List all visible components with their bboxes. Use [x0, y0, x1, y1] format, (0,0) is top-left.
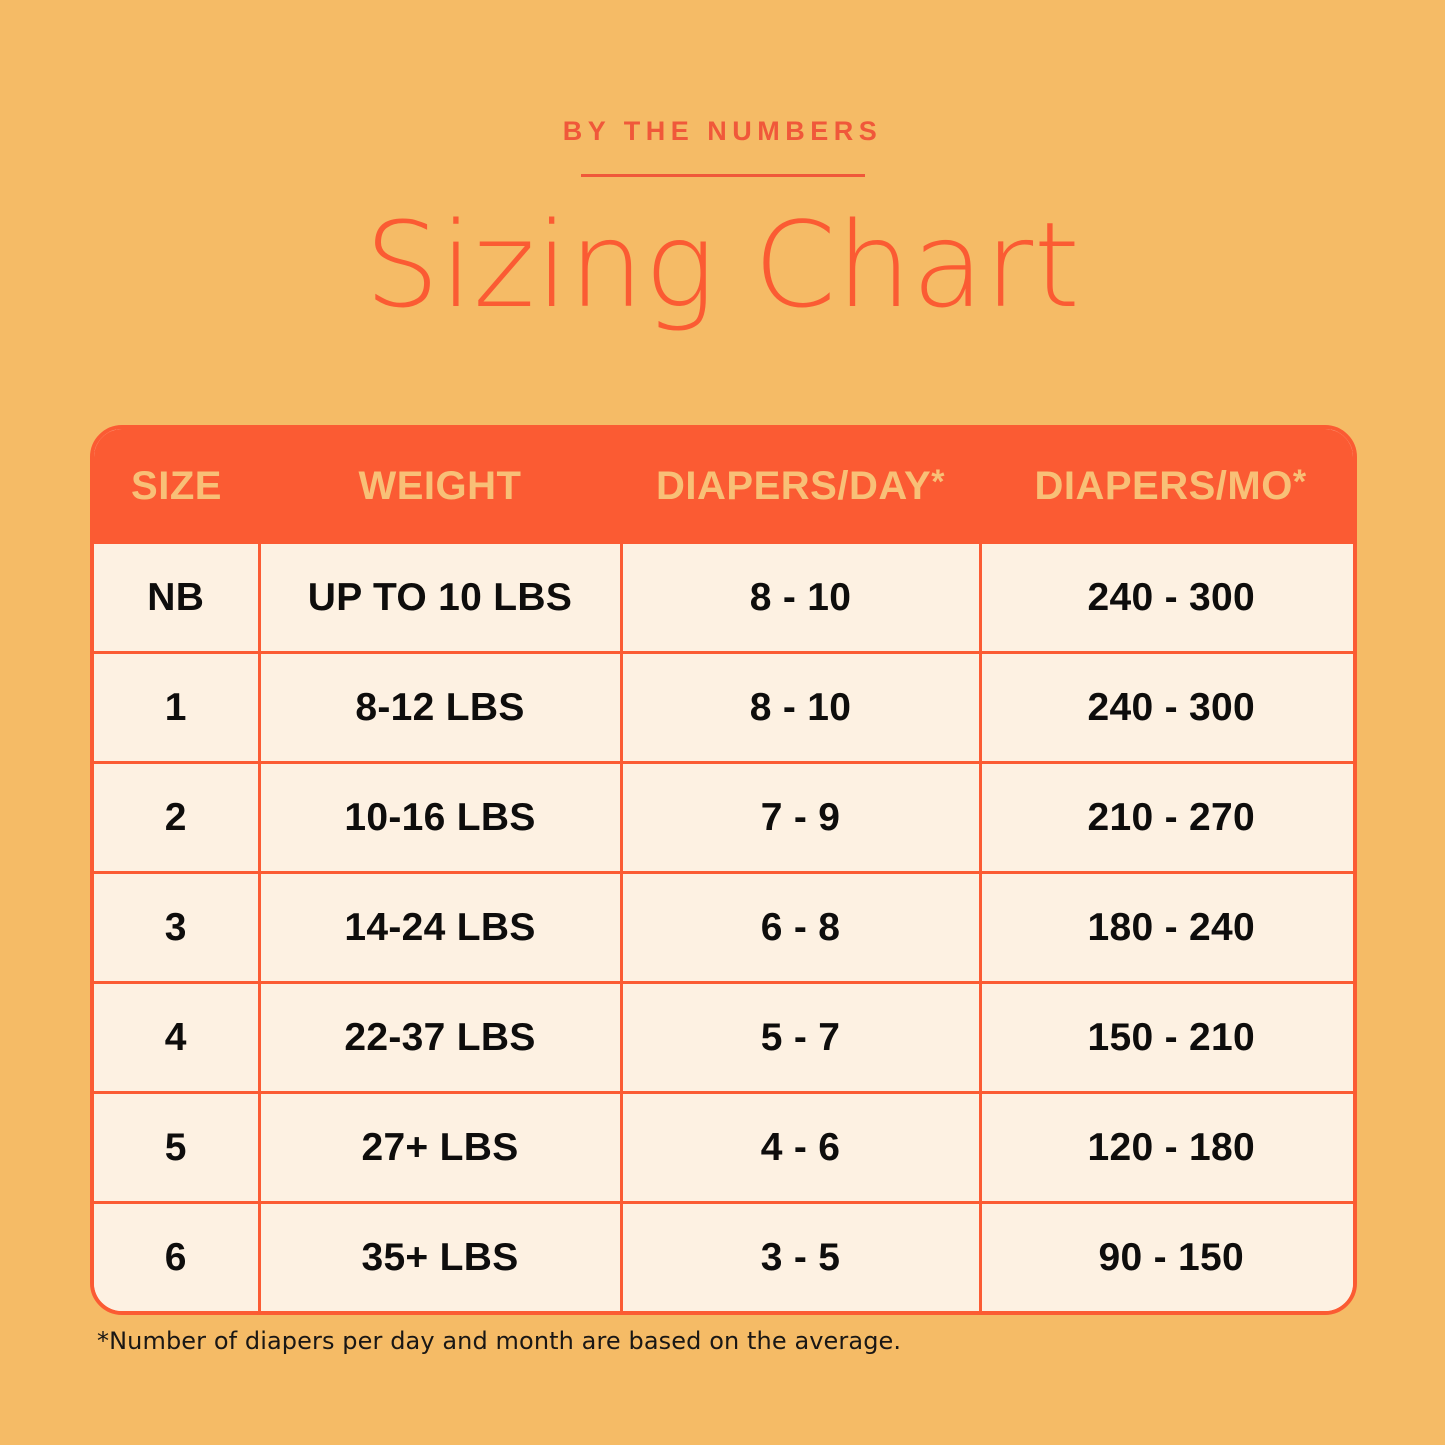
cell-size: 3 [94, 871, 261, 983]
cell-weight: UP TO 10 LBS [259, 544, 623, 653]
column-header-diapers-mo-text: DIAPERS/MO* [1034, 463, 1307, 508]
table-row: NB UP TO 10 LBS 8 - 10 240 - 300 [94, 544, 1353, 653]
eyebrow-label: BY THE NUMBERS [562, 116, 883, 146]
table-row: 4 22-37 LBS 5 - 7 150 - 210 [94, 981, 1353, 1093]
table-row: 1 8-12 LBS 8 - 10 240 - 300 [94, 651, 1353, 763]
table-row: 3 14-24 LBS 6 - 8 180 - 240 [94, 871, 1353, 983]
eyebrow-divider [580, 174, 865, 177]
cell-diapers-mo: 210 - 270 [980, 761, 1353, 873]
page-title: Sizing Chart [364, 196, 1081, 334]
table-header-row: SIZE WEIGHT DIAPERS/DAY* DIAPERS/MO* [94, 429, 1353, 544]
column-header-diapers-day-text: DIAPERS/DAY* [656, 463, 945, 508]
cell-size: 6 [94, 1201, 261, 1311]
table-body: NB UP TO 10 LBS 8 - 10 240 - 300 1 8-12 LBS 8 … [94, 544, 1353, 1311]
cell-weight: 10-16 LBS [259, 761, 623, 873]
column-header-diapers-day: DIAPERS/DAY* [621, 429, 980, 544]
cell-diapers-day: 5 - 7 [621, 981, 982, 1093]
cell-weight: 22-37 LBS [259, 981, 623, 1093]
cell-diapers-mo: 240 - 300 [980, 544, 1353, 653]
table-header: SIZE WEIGHT DIAPERS/DAY* DIAPERS/MO* [94, 429, 1353, 544]
cell-diapers-mo: 90 - 150 [980, 1201, 1353, 1311]
cell-diapers-day: 7 - 9 [621, 761, 982, 873]
table-row: 2 10-16 LBS 7 - 9 210 - 270 [94, 761, 1353, 873]
column-header-weight: WEIGHT [259, 429, 621, 544]
cell-diapers-day: 4 - 6 [621, 1091, 982, 1203]
cell-diapers-mo: 150 - 210 [980, 981, 1353, 1093]
sizing-table-card: SIZE WEIGHT DIAPERS/DAY* DIAPERS/MO* NB U… [90, 425, 1357, 1315]
footnote-text: *Number of diapers per day and month are… [97, 1327, 902, 1355]
table-row: 5 27+ LBS 4 - 6 120 - 180 [94, 1091, 1353, 1203]
cell-diapers-day: 8 - 10 [621, 544, 982, 653]
cell-diapers-mo: 240 - 300 [980, 651, 1353, 763]
cell-size: 4 [94, 981, 261, 1093]
cell-weight: 14-24 LBS [259, 871, 623, 983]
column-header-size: SIZE [94, 429, 259, 544]
cell-size: 5 [94, 1091, 261, 1203]
cell-weight: 35+ LBS [259, 1201, 623, 1311]
column-header-diapers-mo: DIAPERS/MO* [980, 429, 1353, 544]
eyebrow-wrap: BY THE NUMBERS [0, 118, 1445, 145]
cell-size: 1 [94, 651, 261, 763]
asterisk-icon: * [931, 463, 945, 501]
cell-diapers-day: 3 - 5 [621, 1201, 982, 1311]
sizing-table: SIZE WEIGHT DIAPERS/DAY* DIAPERS/MO* NB U… [94, 429, 1353, 1311]
cell-size: NB [94, 544, 261, 653]
cell-diapers-mo: 180 - 240 [980, 871, 1353, 983]
cell-diapers-day: 8 - 10 [621, 651, 982, 763]
table-row: 6 35+ LBS 3 - 5 90 - 150 [94, 1201, 1353, 1311]
asterisk-icon: * [1292, 463, 1307, 501]
cell-weight: 8-12 LBS [259, 651, 623, 763]
cell-diapers-day: 6 - 8 [621, 871, 982, 983]
cell-size: 2 [94, 761, 261, 873]
cell-weight: 27+ LBS [259, 1091, 623, 1203]
cell-diapers-mo: 120 - 180 [980, 1091, 1353, 1203]
